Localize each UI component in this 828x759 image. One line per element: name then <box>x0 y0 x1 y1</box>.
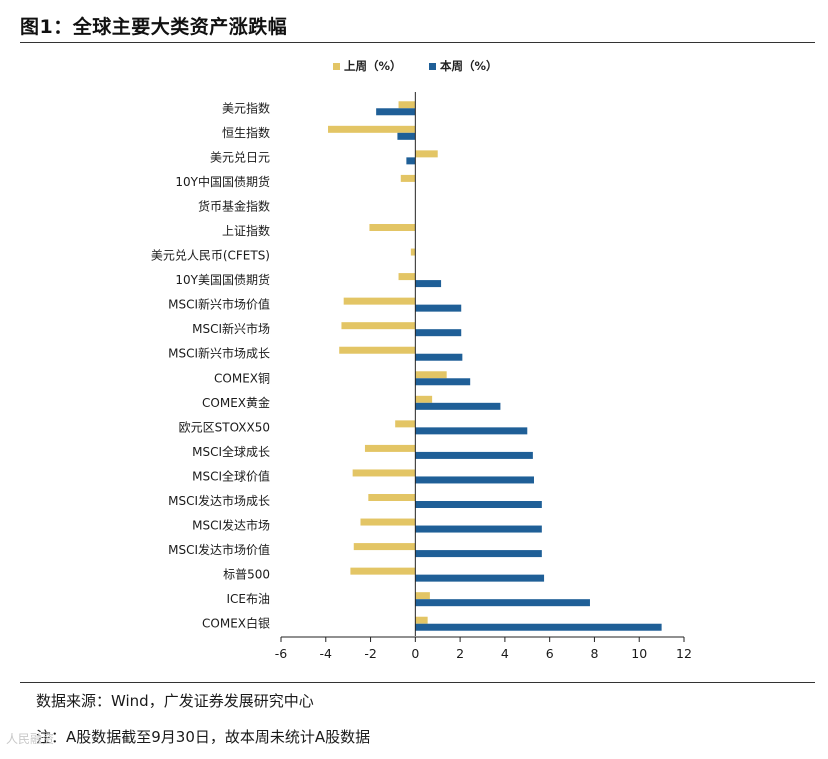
bar-last-week-12 <box>415 395 433 403</box>
footnote: 注：A股数据截至9月30日，故本周未统计A股数据 <box>36 728 371 746</box>
chart-legend: 上周（%） 本周（%） <box>333 59 498 73</box>
category-label: MSCI全球价值 <box>192 468 270 483</box>
bar-chart: 上周（%） 本周（%） -6 -4 -2 0 2 4 6 8 10 12 美元指数恒生指数美元兑日元… <box>151 59 692 661</box>
watermark-text: 人民融资 <box>6 732 55 746</box>
bar-this-week-19 <box>415 574 545 582</box>
bar-this-week-8 <box>415 304 462 312</box>
legend-label: 上周（%） <box>344 59 402 73</box>
category-label: 10Y美国国债期货 <box>175 272 270 287</box>
bar-last-week-1 <box>328 125 416 133</box>
source-note: 数据来源：Wind，广发证券发展研究中心 <box>36 692 314 710</box>
category-label: MSCI全球成长 <box>192 444 270 459</box>
bar-this-week-2 <box>406 157 416 165</box>
bar-last-week-8 <box>343 297 416 305</box>
bar-last-week-13 <box>395 420 416 428</box>
category-label: 美元兑人民币(CFETS) <box>151 249 270 263</box>
bar-last-week-0 <box>398 101 416 109</box>
category-label: ICE布油 <box>226 592 270 606</box>
bar-last-week-10 <box>339 346 416 354</box>
bar-this-week-1 <box>397 132 416 140</box>
x-tick-label: 6 <box>546 646 554 661</box>
category-label: MSCI发达市场 <box>192 518 270 533</box>
chart-bars <box>328 101 662 631</box>
x-tick-label: -4 <box>320 646 333 661</box>
bar-last-week-9 <box>341 322 416 330</box>
bar-this-week-18 <box>415 550 542 558</box>
category-label: 欧元区STOXX50 <box>179 420 270 434</box>
bar-this-week-13 <box>415 427 528 435</box>
category-label: 美元指数 <box>222 100 270 115</box>
bar-last-week-14 <box>364 444 416 452</box>
bar-last-week-15 <box>352 469 416 477</box>
x-tick-label: 8 <box>590 646 598 661</box>
bar-last-week-18 <box>353 543 416 551</box>
bar-this-week-17 <box>415 525 542 533</box>
bar-last-week-19 <box>350 567 416 575</box>
category-label: 标普500 <box>223 568 270 582</box>
bar-this-week-0 <box>376 108 416 116</box>
category-label: 美元兑日元 <box>210 150 270 164</box>
x-tick-label: -2 <box>364 646 376 661</box>
bottom-divider <box>20 682 815 683</box>
bar-this-week-21 <box>415 623 662 631</box>
bar-last-week-7 <box>398 273 416 281</box>
x-tick-label: 2 <box>456 646 464 661</box>
category-label: MSCI发达市场成长 <box>168 493 270 508</box>
top-divider <box>20 42 815 43</box>
x-tick-label: -6 <box>275 646 288 661</box>
bar-last-week-17 <box>360 518 416 526</box>
bar-last-week-5 <box>369 224 416 231</box>
legend-label: 本周（%） <box>440 59 498 73</box>
category-label: 恒生指数 <box>222 125 270 140</box>
bar-this-week-9 <box>415 329 462 337</box>
bar-last-week-11 <box>415 371 447 379</box>
bar-last-week-6 <box>410 248 416 256</box>
bar-last-week-21 <box>415 616 428 624</box>
bar-this-week-20 <box>415 599 590 607</box>
category-label: COMEX白银 <box>202 616 270 631</box>
category-label: 货币基金指数 <box>198 198 270 213</box>
legend-swatch <box>333 63 340 70</box>
x-tick-label: 12 <box>676 646 692 661</box>
category-label: MSCI新兴市场成长 <box>168 346 270 361</box>
chart-axis: -6 -4 -2 0 2 4 6 8 10 12 <box>275 92 692 661</box>
bar-last-week-16 <box>368 494 416 501</box>
bar-this-week-16 <box>415 501 542 508</box>
category-label: MSCI新兴市场价值 <box>168 297 270 312</box>
category-label: MSCI新兴市场 <box>192 321 270 336</box>
bar-last-week-20 <box>415 592 430 600</box>
bar-this-week-14 <box>415 451 533 459</box>
category-label: 10Y中国国债期货 <box>175 174 270 189</box>
bar-last-week-3 <box>400 174 416 182</box>
bar-this-week-12 <box>415 402 501 410</box>
category-label: COMEX铜 <box>214 370 270 385</box>
x-tick-label: 0 <box>411 646 419 661</box>
x-tick-label: 10 <box>631 646 647 661</box>
category-label: COMEX黄金 <box>202 395 270 410</box>
bar-last-week-2 <box>415 150 438 158</box>
bar-this-week-7 <box>415 280 442 288</box>
bar-this-week-15 <box>415 476 534 484</box>
bar-this-week-11 <box>415 378 471 386</box>
bar-this-week-10 <box>415 353 463 361</box>
x-tick-label: 4 <box>501 646 509 661</box>
category-label: 上证指数 <box>222 223 270 238</box>
category-label: MSCI发达市场价值 <box>168 542 270 557</box>
figure-title: 图1：全球主要大类资产涨跌幅 <box>20 16 288 38</box>
legend-swatch <box>429 63 436 70</box>
